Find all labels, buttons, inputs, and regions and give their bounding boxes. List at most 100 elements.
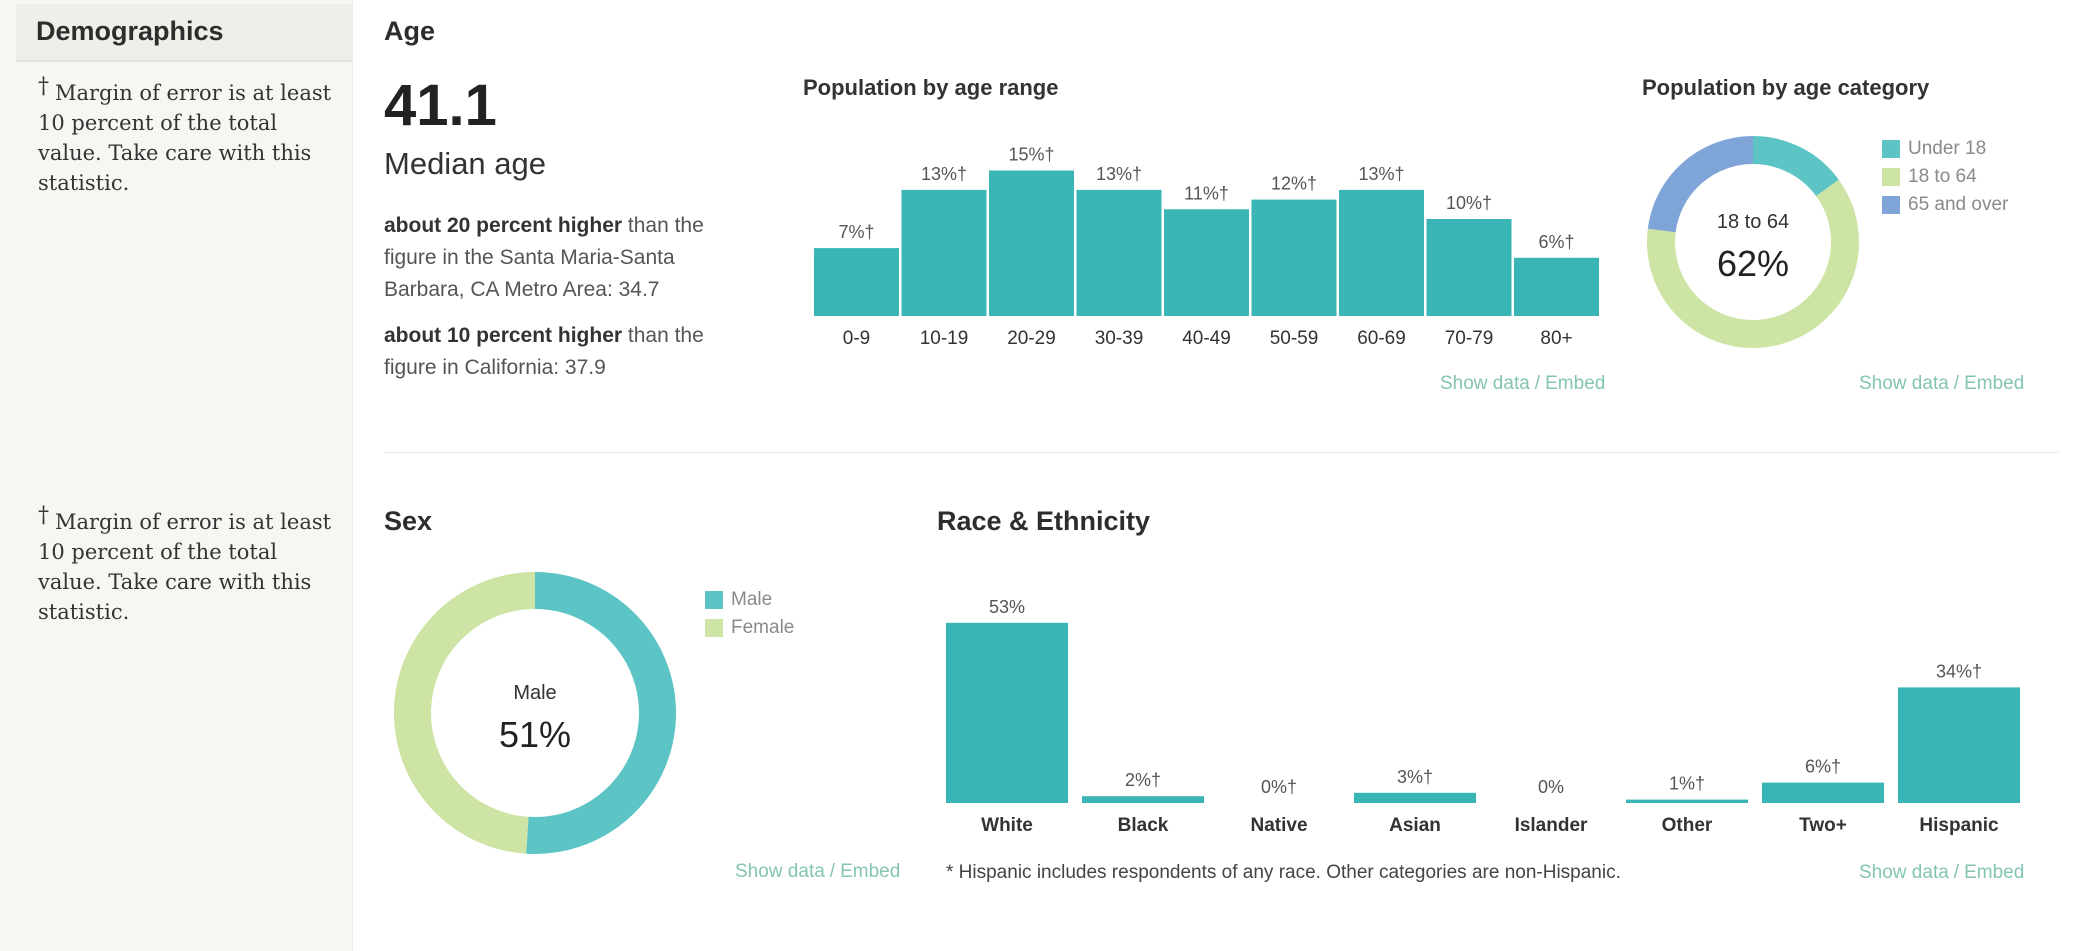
- legend-swatch: [705, 591, 723, 609]
- comparison-emphasis: about 10 percent higher: [384, 324, 623, 347]
- show-data-link[interactable]: Show data: [1859, 373, 1949, 394]
- donut-slice: [394, 572, 536, 854]
- bar-value-label: 10%†: [1446, 193, 1492, 213]
- bar-value-label: 0%: [1538, 777, 1564, 797]
- comparison-text: than the figure in California: 37.9: [384, 324, 704, 379]
- donut-slice: [526, 572, 676, 854]
- category-tick-label: 50-59: [1270, 328, 1319, 349]
- legend-swatch: [1882, 196, 1900, 214]
- median-age-value: 41.1: [384, 73, 497, 138]
- bar: [1626, 799, 1748, 803]
- category-tick-label: Black: [1118, 815, 1169, 836]
- bar-value-label: 13%†: [921, 164, 967, 184]
- bar-value-label: 53%: [989, 597, 1025, 617]
- category-tick-label: Two+: [1799, 815, 1847, 836]
- legend-label: 18 to 64: [1908, 166, 1977, 187]
- legend-item: Female: [705, 614, 794, 642]
- bar-value-label: 13%†: [1096, 164, 1142, 184]
- legend-swatch: [705, 619, 723, 637]
- bar: [989, 170, 1074, 316]
- bar-value-label: 1%†: [1669, 774, 1705, 794]
- age-section-title: Age: [384, 16, 436, 46]
- bar-value-label: 12%†: [1271, 174, 1317, 194]
- age-category-show-data-link[interactable]: Show data / Embed: [1859, 373, 2024, 395]
- bar-value-label: 3%†: [1397, 767, 1433, 787]
- legend-label: 65 and over: [1908, 194, 2009, 215]
- category-tick-label: 70-79: [1445, 328, 1494, 349]
- bar: [1076, 189, 1162, 316]
- bar: [1514, 257, 1599, 316]
- age-range-chart-title: Population by age range: [803, 75, 1059, 100]
- dagger-icon: †: [38, 74, 49, 99]
- legend-swatch: [1882, 140, 1900, 158]
- bar-value-label: 7%†: [838, 222, 874, 242]
- category-tick-label: Other: [1662, 815, 1713, 836]
- donut-center-value: 51%: [499, 714, 571, 755]
- legend-swatch: [1882, 168, 1900, 186]
- donut-center-value: 62%: [1717, 243, 1789, 284]
- legend-label: Male: [731, 589, 773, 610]
- donut-slice: [1752, 136, 1839, 197]
- dagger-icon: †: [38, 503, 49, 528]
- sex-legend: Male Female: [705, 586, 794, 642]
- comparison-emphasis: about 20 percent higher: [384, 214, 623, 237]
- category-tick-label: 10-19: [920, 328, 969, 349]
- bar-value-label: 13%†: [1358, 164, 1404, 184]
- legend-item: Under 18: [1882, 135, 2008, 163]
- bar-value-label: 11%†: [1184, 183, 1229, 203]
- show-data-link[interactable]: Show data: [735, 861, 825, 882]
- bar: [814, 248, 899, 316]
- show-data-link[interactable]: Show data: [1440, 373, 1530, 394]
- embed-link[interactable]: Embed: [1545, 373, 1606, 394]
- age-range-show-data-link[interactable]: Show data / Embed: [1440, 373, 1605, 395]
- embed-link[interactable]: Embed: [840, 861, 901, 882]
- legend-item: Male: [705, 586, 794, 614]
- category-tick-label: 30-39: [1095, 328, 1144, 349]
- comparison-text: than the figure in the Santa Maria-Santa…: [384, 214, 704, 301]
- bar: [1251, 199, 1337, 316]
- race-show-data-link[interactable]: Show data / Embed: [1859, 862, 2024, 884]
- bar-value-label: 6%†: [1538, 232, 1574, 252]
- sidebar-title[interactable]: Demographics: [16, 4, 352, 62]
- embed-link[interactable]: Embed: [1964, 373, 2025, 394]
- sex-show-data-link[interactable]: Show data / Embed: [735, 861, 900, 883]
- bar: [1762, 782, 1884, 803]
- margin-of-error-note: † Margin of error is at least 10 percent …: [38, 503, 338, 627]
- bar: [1339, 189, 1424, 316]
- comparison-metro: about 20 percent higher than the figure …: [384, 210, 744, 306]
- link-separator: /: [1534, 373, 1541, 394]
- show-data-link[interactable]: Show data: [1859, 862, 1949, 883]
- link-separator: /: [1953, 373, 1960, 394]
- donut-slice: [1647, 179, 1859, 348]
- category-tick-label: Hispanic: [1919, 815, 1999, 836]
- legend-label: Under 18: [1908, 138, 1987, 159]
- donut-center-label: Male: [513, 682, 556, 704]
- bar: [946, 622, 1068, 803]
- donut-center-label: 18 to 64: [1717, 211, 1789, 233]
- category-tick-label: White: [981, 815, 1033, 836]
- legend-item: 18 to 64: [1882, 163, 2008, 191]
- bar-value-label: 0%†: [1261, 777, 1297, 797]
- category-tick-label: 40-49: [1182, 328, 1231, 349]
- race-footnote: * Hispanic includes respondents of any r…: [946, 862, 1621, 883]
- link-separator: /: [829, 861, 836, 882]
- category-tick-label: 0-9: [843, 328, 870, 349]
- section-divider: [384, 452, 2060, 453]
- sidebar: Demographics † Margin of error is at leas…: [0, 0, 353, 951]
- legend-item: 65 and over: [1882, 191, 2008, 219]
- link-separator: /: [1953, 862, 1960, 883]
- donut-slice: [1647, 136, 1754, 233]
- age-category-legend: Under 18 18 to 64 65 and over: [1882, 135, 2008, 219]
- race-section-title: Race & Ethnicity: [937, 506, 1151, 536]
- bar: [1898, 687, 2020, 803]
- sex-section-title: Sex: [384, 506, 433, 536]
- bar-value-label: 6%†: [1805, 757, 1841, 777]
- legend-label: Female: [731, 617, 795, 638]
- category-tick-label: 60-69: [1357, 328, 1406, 349]
- bar-value-label: 34%†: [1936, 661, 1982, 681]
- bar: [1164, 209, 1249, 316]
- bar: [1426, 219, 1512, 316]
- bar: [1354, 792, 1476, 803]
- embed-link[interactable]: Embed: [1964, 862, 2025, 883]
